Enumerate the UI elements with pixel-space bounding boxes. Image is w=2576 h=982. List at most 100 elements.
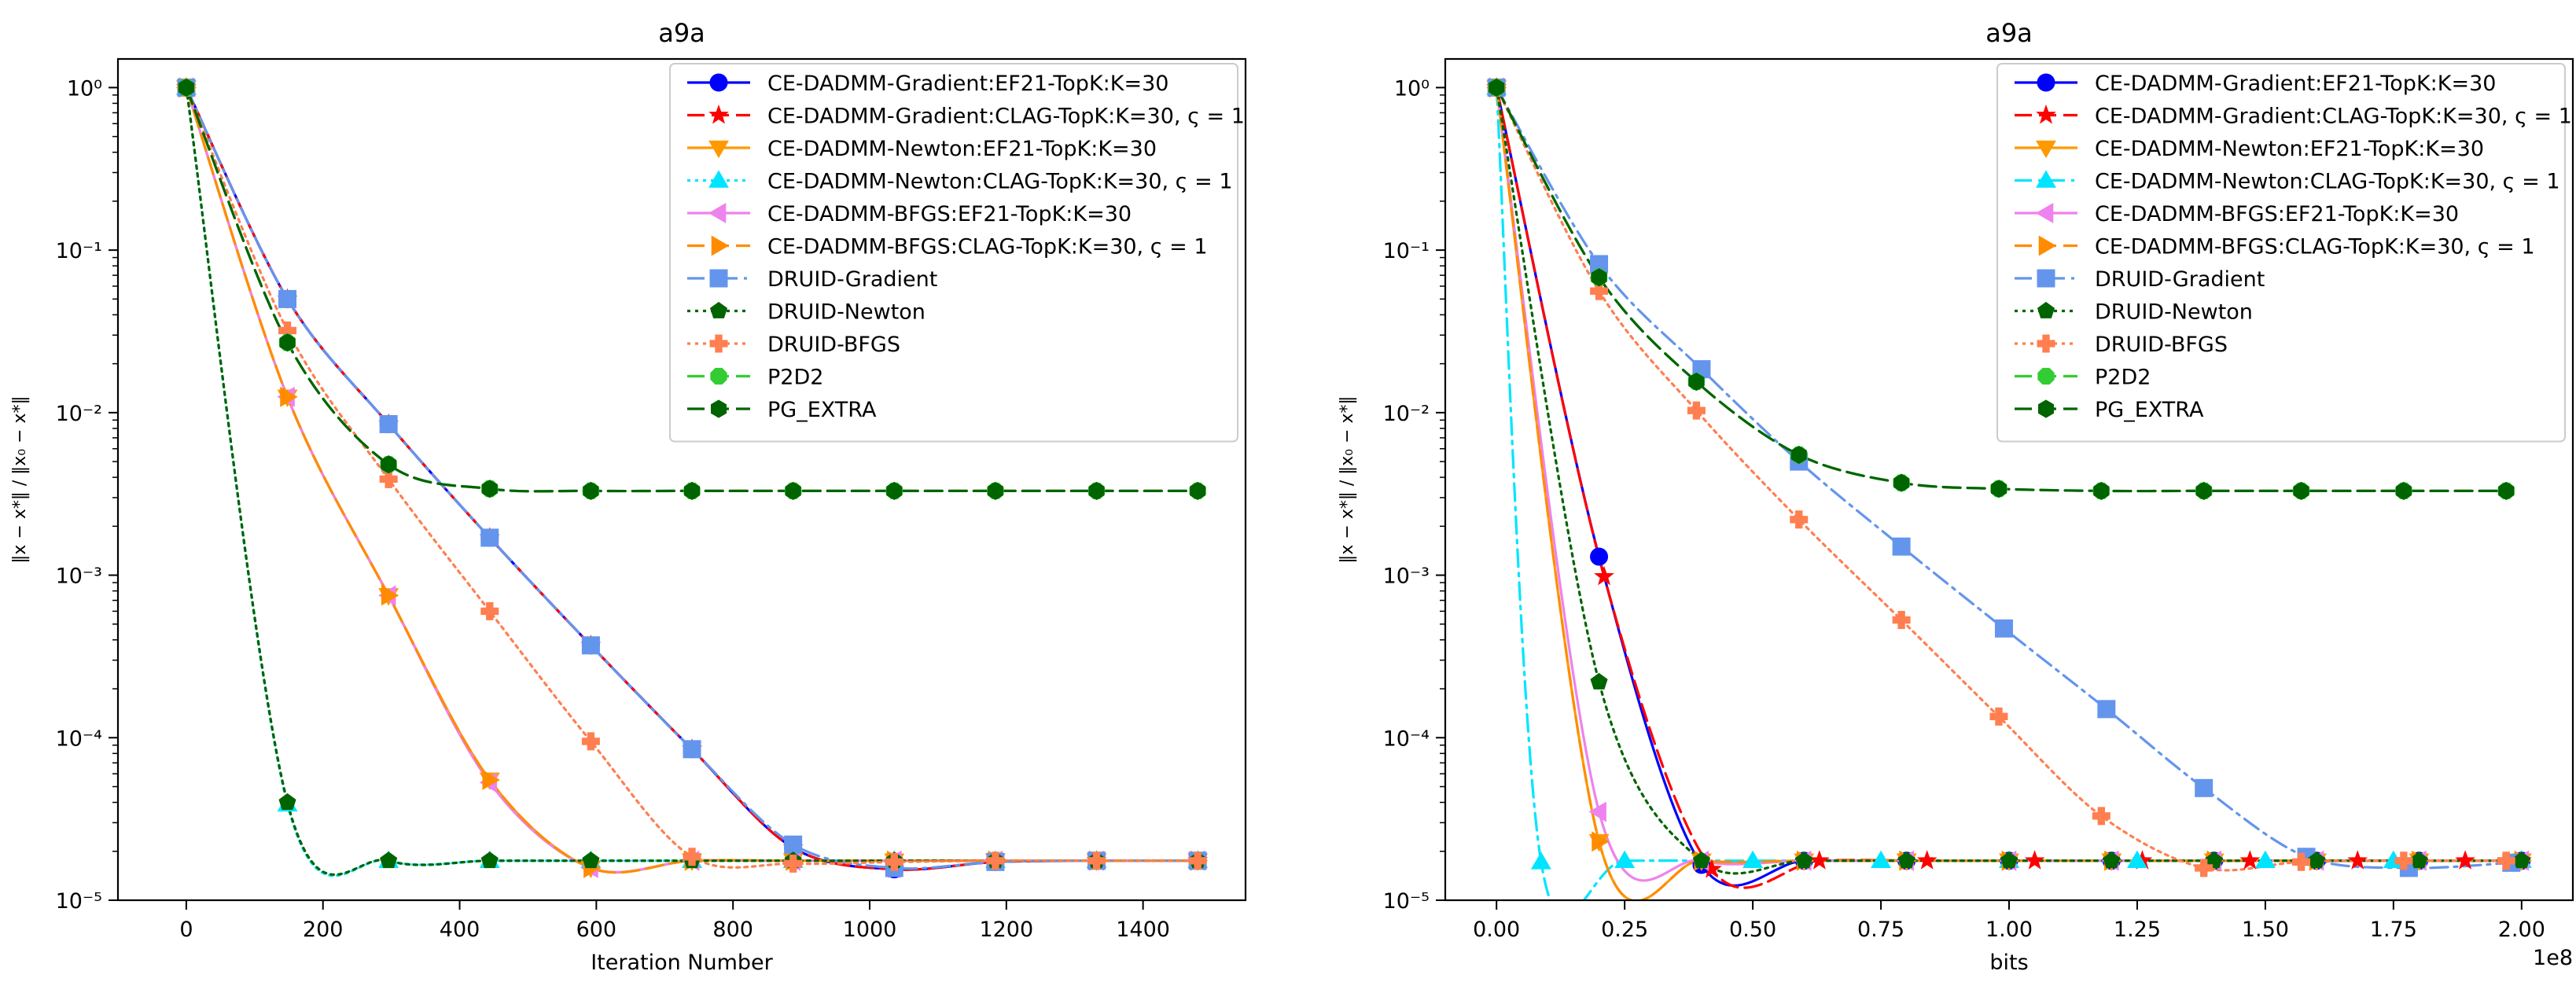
data-point-series-6 — [381, 585, 399, 606]
legend-label-10: P2D2 — [2095, 366, 2151, 390]
data-point-series-1 — [1590, 547, 1609, 566]
legend-marker-2 — [2036, 104, 2056, 124]
legend-marker-4 — [2036, 170, 2056, 188]
data-point-series-4 — [1530, 851, 1551, 870]
data-point-series-11 — [583, 481, 599, 500]
x-tick-label: 0.25 — [1601, 918, 1648, 942]
data-point-series-11 — [886, 481, 903, 500]
data-point-series-4 — [1742, 850, 1764, 869]
legend-label-10: P2D2 — [767, 366, 823, 390]
legend-marker-9 — [709, 334, 728, 353]
x-tick-label: 0.00 — [1473, 918, 1520, 942]
data-point-series-9 — [581, 732, 600, 751]
legend-marker-6 — [711, 235, 730, 256]
data-point-series-4 — [1614, 850, 1636, 869]
data-point-series-9 — [379, 469, 398, 488]
legend-marker-1 — [709, 73, 728, 92]
data-point-series-11 — [279, 333, 296, 352]
data-point-series-8 — [1897, 851, 1915, 869]
x-tick-label: 800 — [712, 918, 753, 942]
data-point-series-7 — [581, 636, 600, 655]
data-point-series-11 — [1990, 480, 2007, 498]
data-point-series-6 — [482, 769, 500, 790]
y-tick-label: 10⁰ — [67, 76, 102, 101]
data-point-series-2 — [1809, 850, 1830, 870]
data-point-series-11 — [2093, 481, 2110, 500]
legend-marker-7 — [2037, 269, 2055, 288]
y-axis-label: ‖x − x*‖ / ‖x₀ − x*‖ — [1338, 395, 1357, 563]
data-point-series-7 — [683, 740, 701, 759]
data-point-series-7 — [784, 835, 803, 854]
legend-marker-2 — [708, 104, 729, 124]
legend-frame — [1996, 63, 2566, 443]
data-point-series-9 — [1590, 281, 1609, 300]
data-point-series-2 — [2347, 850, 2368, 870]
legend-marker-1 — [2037, 73, 2055, 92]
y-tick-label: 10⁻⁴ — [1383, 726, 1430, 751]
data-point-series-11 — [1591, 268, 1607, 287]
data-point-series-11 — [1088, 481, 1105, 500]
x-tick-label: 1.00 — [1985, 918, 2033, 942]
data-point-series-11 — [1190, 481, 1206, 500]
x-tick-label: 200 — [303, 918, 344, 942]
axes-frame — [1444, 57, 2574, 902]
y-tick-label: 10⁻⁵ — [1383, 889, 1430, 914]
data-point-series-7 — [480, 528, 499, 547]
x-tick-label: 2.00 — [2498, 918, 2545, 942]
x-tick-label: 1.50 — [2242, 918, 2289, 942]
legend-marker-9 — [2037, 334, 2055, 353]
legend-label-8: DRUID-Newton — [2095, 300, 2253, 325]
chart-title: a9a — [658, 18, 705, 48]
legend-marker-3 — [2036, 140, 2056, 159]
y-tick-label: 10⁻⁴ — [56, 726, 102, 751]
data-point-series-7 — [278, 289, 297, 308]
series-line-11 — [1495, 86, 2508, 493]
legend-marker-5 — [708, 203, 727, 223]
data-point-series-4 — [1871, 850, 1892, 869]
data-point-series-8 — [380, 851, 398, 869]
data-point-series-9 — [2195, 859, 2214, 877]
y-tick-label: 10⁻¹ — [1383, 239, 1430, 263]
data-point-series-2 — [2239, 850, 2261, 870]
series-layer — [1486, 76, 2532, 900]
data-point-series-7 — [379, 414, 398, 433]
legend-marker-4 — [708, 170, 729, 188]
data-point-series-4 — [2126, 850, 2147, 869]
x-axis-label: Iteration Number — [591, 951, 773, 975]
data-point-series-2 — [2024, 850, 2045, 870]
data-point-series-11 — [2195, 481, 2212, 500]
legend-marker-11 — [710, 399, 727, 418]
data-point-series-9 — [784, 854, 803, 873]
legend-label-6: CE-DADMM-BFGS:CLAG-TopK:K=30, ς = 1 — [2095, 235, 2535, 259]
data-point-series-8 — [1795, 851, 1813, 869]
legend-label-9: DRUID-BFGS — [767, 333, 900, 357]
chart-panel-2: 10⁻⁵ 10⁻⁴ 10⁻³ 10⁻² 10⁻¹ 10⁰ 0.00 0.25 0.50 0.75 1… — [1338, 18, 2574, 975]
legend-label-4: CE-DADMM-Newton:CLAG-TopK:K=30, ς = 1 — [767, 170, 1233, 194]
data-point-series-8 — [278, 793, 296, 810]
legend-marker-7 — [709, 269, 728, 288]
legend-marker-11 — [2037, 399, 2055, 418]
legend-label-5: CE-DADMM-BFGS:EF21-TopK:K=30 — [767, 202, 1132, 226]
data-point-series-9 — [1790, 510, 1809, 529]
x-tick-label: 1.75 — [2370, 918, 2417, 942]
x-exponent-label: 1e8 — [2533, 946, 2573, 970]
data-point-series-7 — [1994, 619, 2013, 638]
y-tick-label: 10⁻³ — [1383, 565, 1430, 589]
x-tick-label: 1000 — [843, 918, 897, 942]
data-point-series-9 — [1892, 611, 1911, 630]
legend-label-7: DRUID-Gradient — [2095, 267, 2265, 292]
y-axis-label: ‖x − x*‖ / ‖x₀ − x*‖ — [10, 395, 30, 563]
data-point-series-9 — [1188, 851, 1207, 870]
legend-label-11: PG_EXTRA — [2095, 398, 2204, 422]
legend-label-3: CE-DADMM-Newton:EF21-TopK:K=30 — [767, 137, 1157, 161]
data-point-series-11 — [481, 480, 498, 498]
legend-label-7: DRUID-Gradient — [767, 267, 937, 292]
data-point-series-8 — [480, 851, 499, 869]
x-tick-label: 600 — [576, 918, 617, 942]
y-tick-label: 10⁻² — [56, 402, 102, 426]
x-tick-label: 1200 — [979, 918, 1033, 942]
data-point-series-9 — [2292, 852, 2311, 871]
data-point-series-8 — [2205, 851, 2223, 869]
y-tick-label: 10⁻² — [1383, 402, 1430, 426]
